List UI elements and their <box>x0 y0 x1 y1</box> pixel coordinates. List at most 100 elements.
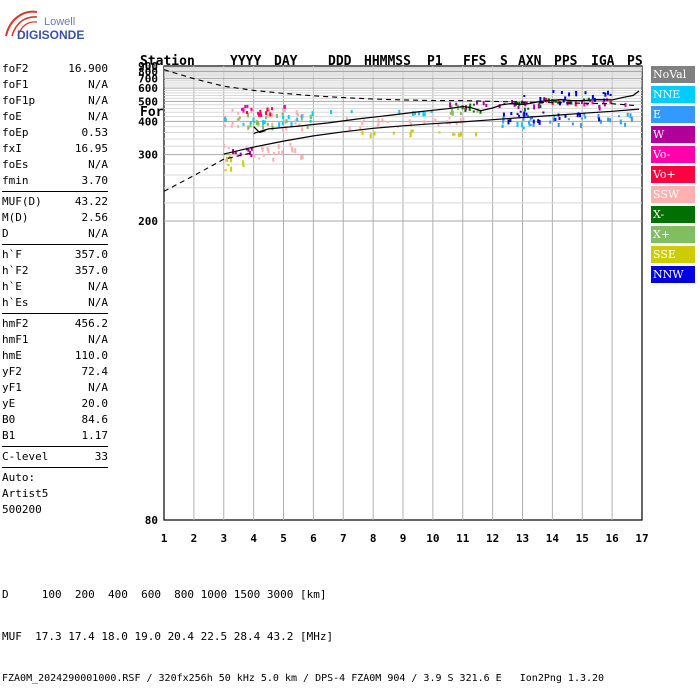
param-value: 110.0 <box>74 349 108 362</box>
echo-point <box>538 120 541 123</box>
echo-point <box>580 123 583 128</box>
legend-item-nne: NNE <box>651 86 695 103</box>
echo-point <box>287 114 290 119</box>
header-label-9: PPS <box>554 54 578 69</box>
echo-point <box>267 114 270 118</box>
echo-point <box>450 105 453 110</box>
echo-point <box>523 95 526 97</box>
echo-point <box>539 97 542 101</box>
echo-point <box>281 122 284 126</box>
param-value: N/A <box>88 158 108 171</box>
echo-point <box>249 123 252 128</box>
echo-point <box>250 154 253 158</box>
param-name: h`Es <box>2 296 29 309</box>
echo-point <box>542 111 545 114</box>
echo-point <box>271 107 273 111</box>
echo-point <box>446 120 449 125</box>
echo-point <box>423 112 426 117</box>
echo-point <box>272 157 275 162</box>
echo-point <box>257 122 260 126</box>
param-name: D <box>2 227 9 240</box>
echo-point <box>242 122 245 126</box>
echo-point <box>245 145 248 148</box>
echo-point <box>260 114 263 118</box>
header-label-2: DAY <box>274 54 298 69</box>
echo-point <box>300 155 303 161</box>
echo-point <box>398 109 401 114</box>
echo-point <box>330 110 333 114</box>
x-tick-label: 12 <box>486 532 499 545</box>
echo-point <box>250 107 253 111</box>
echo-point <box>237 125 240 129</box>
echo-point <box>373 131 376 136</box>
echo-point <box>575 91 578 97</box>
legend-item-x: X+ <box>651 226 695 243</box>
echo-point <box>583 102 586 107</box>
echo-point <box>479 110 482 114</box>
echo-point <box>583 112 586 116</box>
x-tick-label: 16 <box>606 532 620 545</box>
echo-point <box>502 112 505 117</box>
legend-item-x: X- <box>651 206 695 223</box>
echo-point <box>281 112 284 116</box>
param-separator <box>2 191 108 192</box>
echo-point <box>241 107 243 111</box>
echo-point <box>282 108 284 112</box>
auto-line-2: 500200 <box>2 503 42 516</box>
echo-point <box>250 111 253 114</box>
param-name: foF1 <box>2 78 29 91</box>
x-tick-label: 7 <box>340 532 347 545</box>
x-tick-label: 15 <box>576 532 589 545</box>
param-value: N/A <box>88 94 108 107</box>
echo-point <box>377 121 380 126</box>
x-tick-label: 11 <box>456 532 470 545</box>
param-row-clevel: C-level 33 <box>2 449 108 465</box>
param-row-fof2: foF2 16.900 <box>2 61 108 77</box>
echo-point <box>485 103 488 107</box>
trace-o-line <box>253 90 640 134</box>
x-tick-label: 9 <box>400 532 407 545</box>
echo-point <box>462 117 465 123</box>
echo-point <box>524 104 527 107</box>
echo-point <box>396 125 399 128</box>
param-row-hmf1: hmF1 N/A <box>2 332 108 348</box>
param-separator <box>2 244 108 245</box>
y-tick-label: 400 <box>138 115 158 128</box>
param-row-foe: foE N/A <box>2 109 108 125</box>
echo-point <box>599 119 602 124</box>
param-name: B0 <box>2 413 16 426</box>
echo-point <box>552 90 555 93</box>
echo-point <box>295 110 298 116</box>
echo-point <box>455 122 458 126</box>
param-row-b1: B1 1.17 <box>2 428 108 444</box>
header-label-10: IGA <box>591 54 615 69</box>
x-tick-label: 1 <box>161 532 168 545</box>
profile-dashed-upper <box>163 69 637 107</box>
echo-point <box>409 132 412 138</box>
echo-point <box>381 118 384 122</box>
echo-point <box>237 111 240 115</box>
echo-point <box>282 116 285 119</box>
echo-point <box>602 92 605 94</box>
echo-point <box>311 111 314 117</box>
echo-point <box>224 116 227 122</box>
echo-point <box>369 133 372 139</box>
echo-point <box>538 102 541 105</box>
echo-point <box>452 132 455 136</box>
echo-point <box>410 122 413 127</box>
echo-point <box>509 119 512 122</box>
echo-point <box>265 116 267 120</box>
echo-point <box>457 133 460 136</box>
echo-point <box>532 123 535 127</box>
echo-point <box>283 109 286 113</box>
echo-point <box>570 101 573 105</box>
echo-point <box>557 123 560 127</box>
logo-line2: DIGISONDE <box>17 28 85 42</box>
param-value: N/A <box>88 280 108 293</box>
header-label-0: Station <box>140 54 195 69</box>
echo-point <box>607 117 610 122</box>
echo-point <box>551 101 554 105</box>
y-tick-label: 900 <box>138 60 158 73</box>
param-value: 16.95 <box>74 142 108 155</box>
echo-point <box>449 111 452 115</box>
